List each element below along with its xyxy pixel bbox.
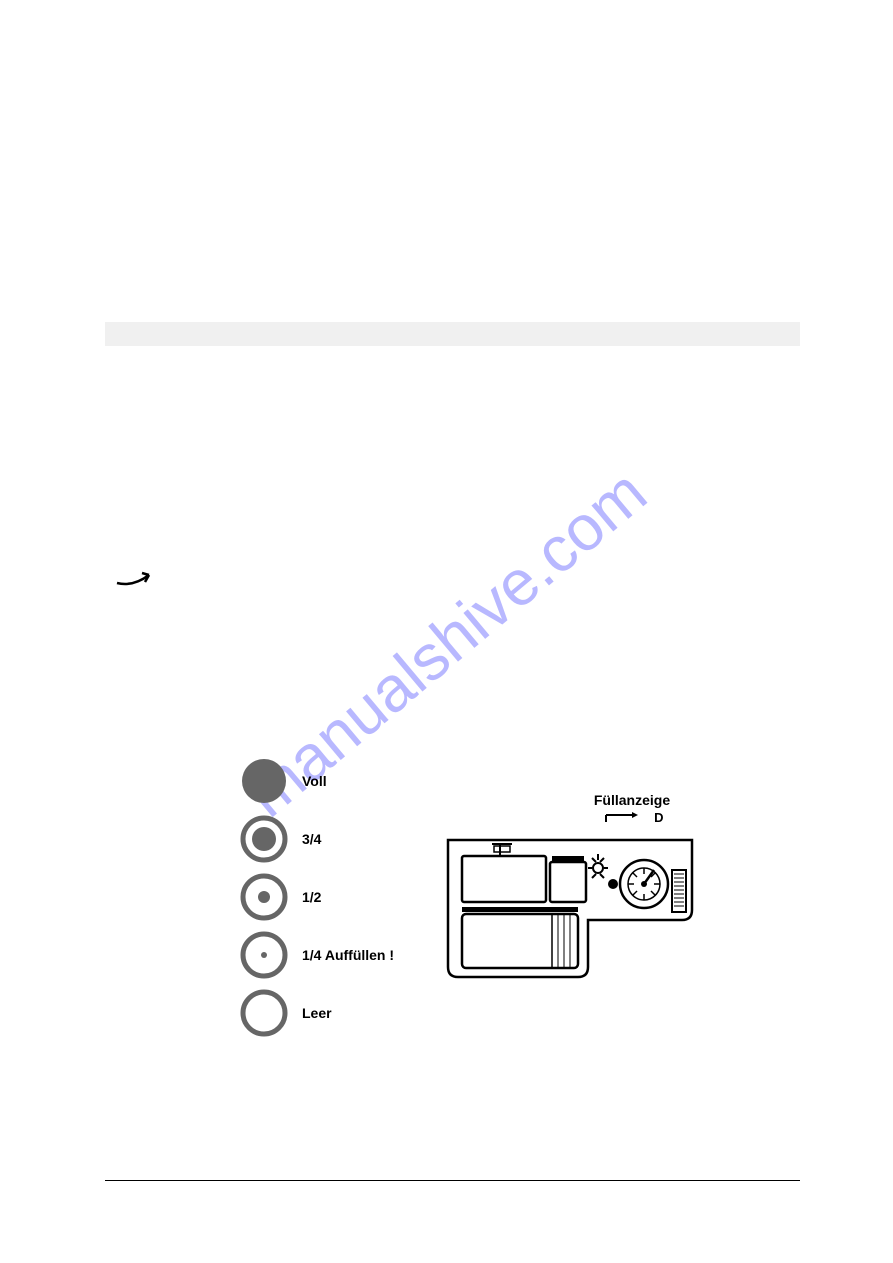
indicator-three-quarter-icon — [240, 815, 288, 863]
indicator-empty: Leer — [240, 984, 394, 1042]
indicator-full: Voll — [240, 752, 394, 810]
indicator-label: Leer — [302, 1005, 332, 1021]
indicator-label: 1/2 — [302, 889, 321, 905]
indicator-empty-icon — [240, 989, 288, 1037]
dispenser-diagram-icon — [440, 832, 700, 982]
dispenser-panel-diagram: Füllanzeige D — [440, 792, 700, 987]
indicator-half: 1/2 — [240, 868, 394, 926]
indicator-half-icon — [240, 873, 288, 921]
bottom-divider — [105, 1180, 800, 1181]
fill-level-indicators: Voll 3/4 1/2 1/4 Auffüllen ! — [240, 752, 394, 1042]
panel-title: Füllanzeige — [564, 792, 700, 808]
indicator-three-quarter: 3/4 — [240, 810, 394, 868]
panel-arrow-label: D — [564, 810, 700, 826]
gray-bar — [105, 322, 800, 346]
arrow-icon — [115, 563, 159, 591]
indicator-label: 1/4 Auffüllen ! — [302, 947, 394, 963]
indicator-label: 3/4 — [302, 831, 321, 847]
indicator-label: Voll — [302, 773, 327, 789]
indicator-quarter-icon — [240, 931, 288, 979]
indicator-quarter: 1/4 Auffüllen ! — [240, 926, 394, 984]
indicator-full-icon — [240, 757, 288, 805]
